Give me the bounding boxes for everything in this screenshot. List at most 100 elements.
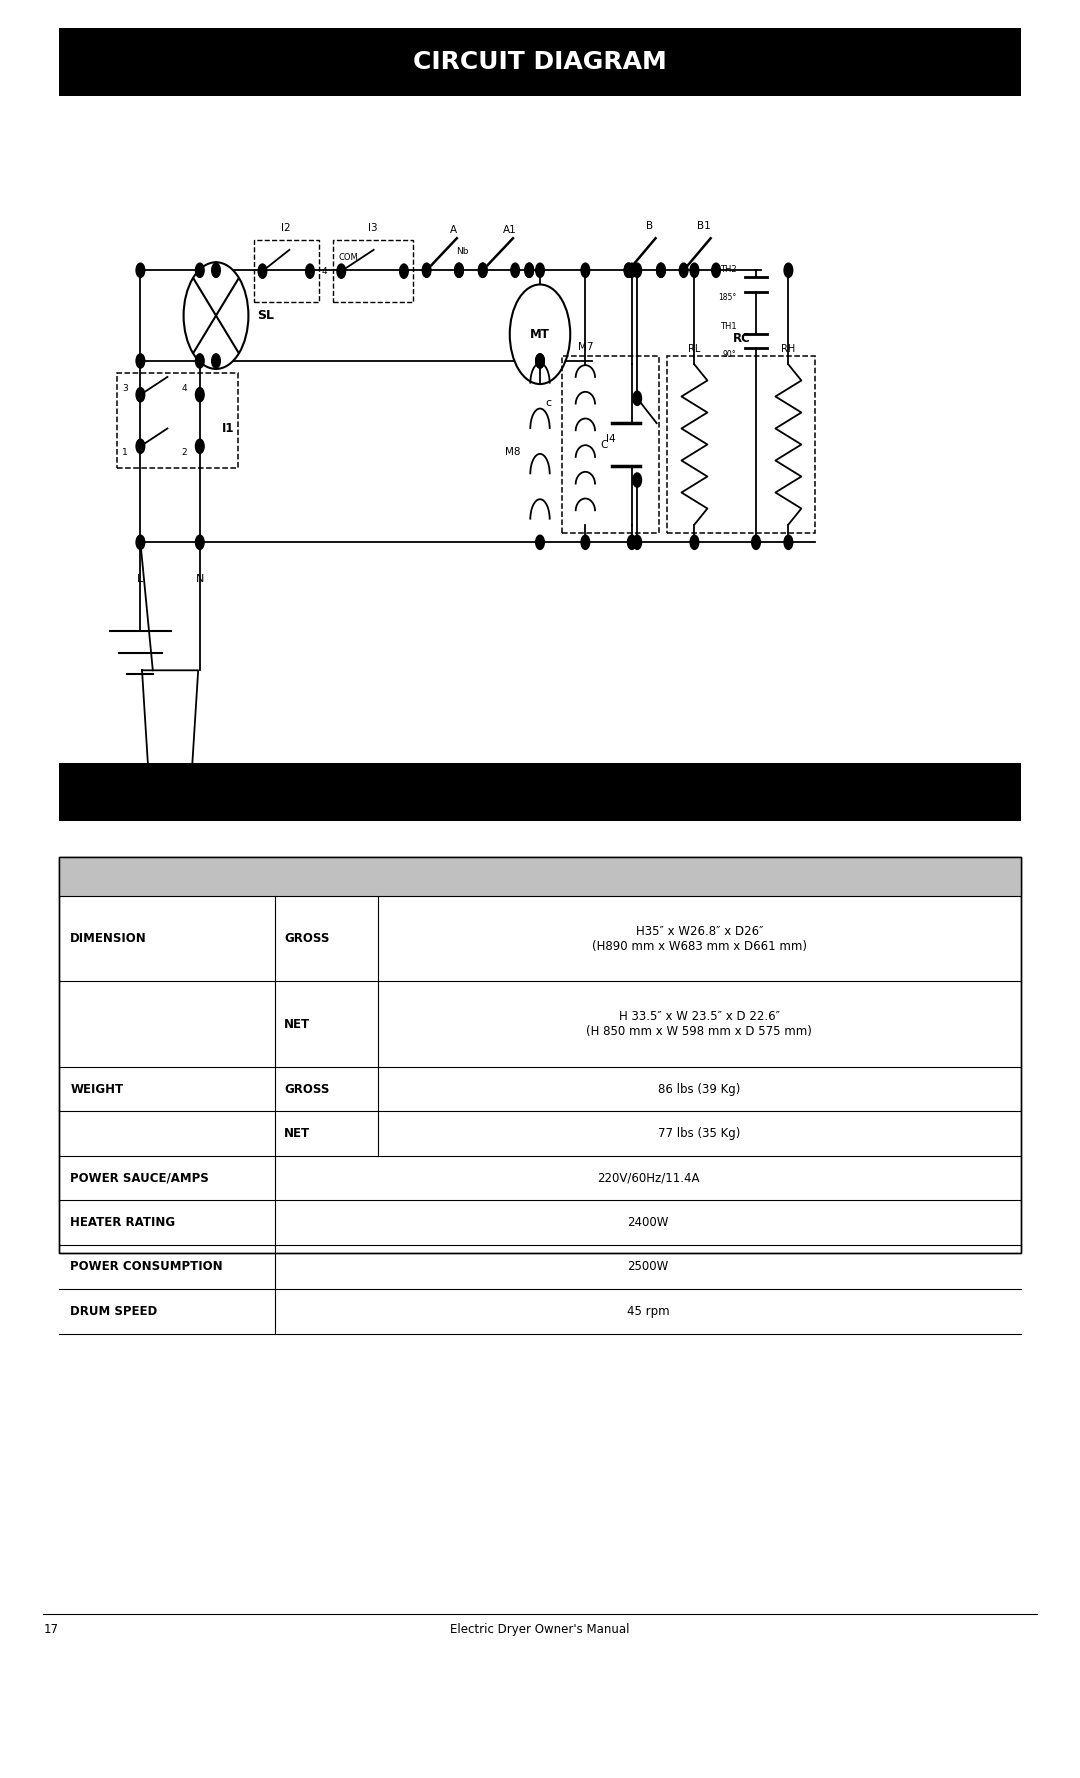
Text: N: N [195,574,204,585]
Circle shape [422,263,431,277]
Text: A1: A1 [503,224,516,235]
Circle shape [536,535,544,549]
FancyBboxPatch shape [59,857,1021,1253]
Circle shape [195,263,204,277]
Circle shape [212,263,220,277]
Text: 45 rpm: 45 rpm [626,1305,670,1317]
Text: 4: 4 [322,267,327,276]
Circle shape [195,535,204,549]
Circle shape [478,263,487,277]
Text: HEATER RATING: HEATER RATING [70,1216,175,1229]
Text: 90°: 90° [723,350,737,359]
Circle shape [657,263,665,277]
Circle shape [136,354,145,368]
Text: 3: 3 [122,384,127,393]
Circle shape [633,535,642,549]
Circle shape [712,263,720,277]
Text: NET: NET [284,1127,310,1140]
Circle shape [627,263,636,277]
Circle shape [633,391,642,405]
Text: 220V/60Hz/11.4A: 220V/60Hz/11.4A [597,1172,699,1184]
Circle shape [627,535,636,549]
Circle shape [752,535,760,549]
Circle shape [633,473,642,487]
Text: COM: COM [338,252,357,261]
Text: TH2: TH2 [720,265,737,274]
Circle shape [184,261,248,368]
Text: 17: 17 [43,1623,58,1636]
Circle shape [212,354,220,368]
Text: 185°: 185° [718,293,737,302]
Circle shape [581,535,590,549]
Circle shape [536,354,544,368]
Circle shape [400,263,408,279]
Text: DIMENSION: DIMENSION [70,932,147,946]
Text: I3: I3 [368,222,377,233]
Text: Electric Dryer Owner's Manual: Electric Dryer Owner's Manual [450,1623,630,1636]
Text: I2: I2 [282,222,291,233]
Text: GROSS: GROSS [284,1083,329,1095]
Text: M8: M8 [505,446,521,457]
Text: MT: MT [530,327,550,341]
Text: H 33.5″ x W 23.5″ x D 22.6″
(H 850 mm x W 598 mm x D 575 mm): H 33.5″ x W 23.5″ x D 22.6″ (H 850 mm x … [586,1010,812,1038]
Text: RC: RC [732,332,751,345]
Circle shape [195,388,204,402]
Text: GROSS: GROSS [284,932,329,946]
Circle shape [690,535,699,549]
Circle shape [525,263,534,277]
Circle shape [536,263,544,277]
Circle shape [136,388,145,402]
Circle shape [657,263,665,277]
Text: 2400W: 2400W [627,1216,669,1229]
Circle shape [136,535,145,549]
Circle shape [581,263,590,277]
Circle shape [511,263,519,277]
Circle shape [195,439,204,453]
Text: L: L [137,574,144,585]
Text: 77 lbs (35 Kg): 77 lbs (35 Kg) [658,1127,741,1140]
Text: POWER SAUCE/AMPS: POWER SAUCE/AMPS [70,1172,208,1184]
FancyBboxPatch shape [59,857,1021,896]
Text: B: B [646,220,652,231]
Circle shape [679,263,688,277]
Text: c: c [545,398,552,409]
Text: M7: M7 [578,341,593,352]
FancyBboxPatch shape [59,28,1021,96]
Circle shape [136,263,145,277]
Circle shape [258,263,267,279]
FancyBboxPatch shape [59,763,1021,821]
Text: CIRCUIT DIAGRAM: CIRCUIT DIAGRAM [414,50,666,75]
Text: B1: B1 [698,220,711,231]
Text: A: A [450,224,457,235]
Text: H35″ x W26.8″ x D26″
(H890 mm x W683 mm x D661 mm): H35″ x W26.8″ x D26″ (H890 mm x W683 mm … [592,925,807,953]
Circle shape [306,263,314,279]
Circle shape [195,354,204,368]
Text: 2500W: 2500W [627,1261,669,1273]
Text: RL: RL [688,343,701,354]
Text: DRUM SPEED: DRUM SPEED [70,1305,158,1317]
Text: 1: 1 [122,448,127,457]
Text: RH: RH [781,343,796,354]
Text: NET: NET [284,1017,310,1031]
Circle shape [136,439,145,453]
Text: 2: 2 [181,448,187,457]
Circle shape [478,263,487,277]
Circle shape [337,263,346,279]
Circle shape [784,263,793,277]
Text: I1: I1 [221,421,234,436]
Text: C: C [600,439,608,450]
Text: 86 lbs (39 Kg): 86 lbs (39 Kg) [658,1083,741,1095]
Circle shape [690,263,699,277]
Text: POWER CONSUMPTION: POWER CONSUMPTION [70,1261,222,1273]
Circle shape [624,263,633,277]
Circle shape [455,263,463,277]
Circle shape [525,263,534,277]
Circle shape [455,263,463,277]
Text: 4: 4 [181,384,187,393]
Text: TH1: TH1 [720,322,737,331]
Circle shape [784,535,793,549]
Circle shape [633,263,642,277]
Circle shape [510,284,570,384]
Text: Nb: Nb [456,247,469,256]
Text: I4: I4 [606,434,616,444]
